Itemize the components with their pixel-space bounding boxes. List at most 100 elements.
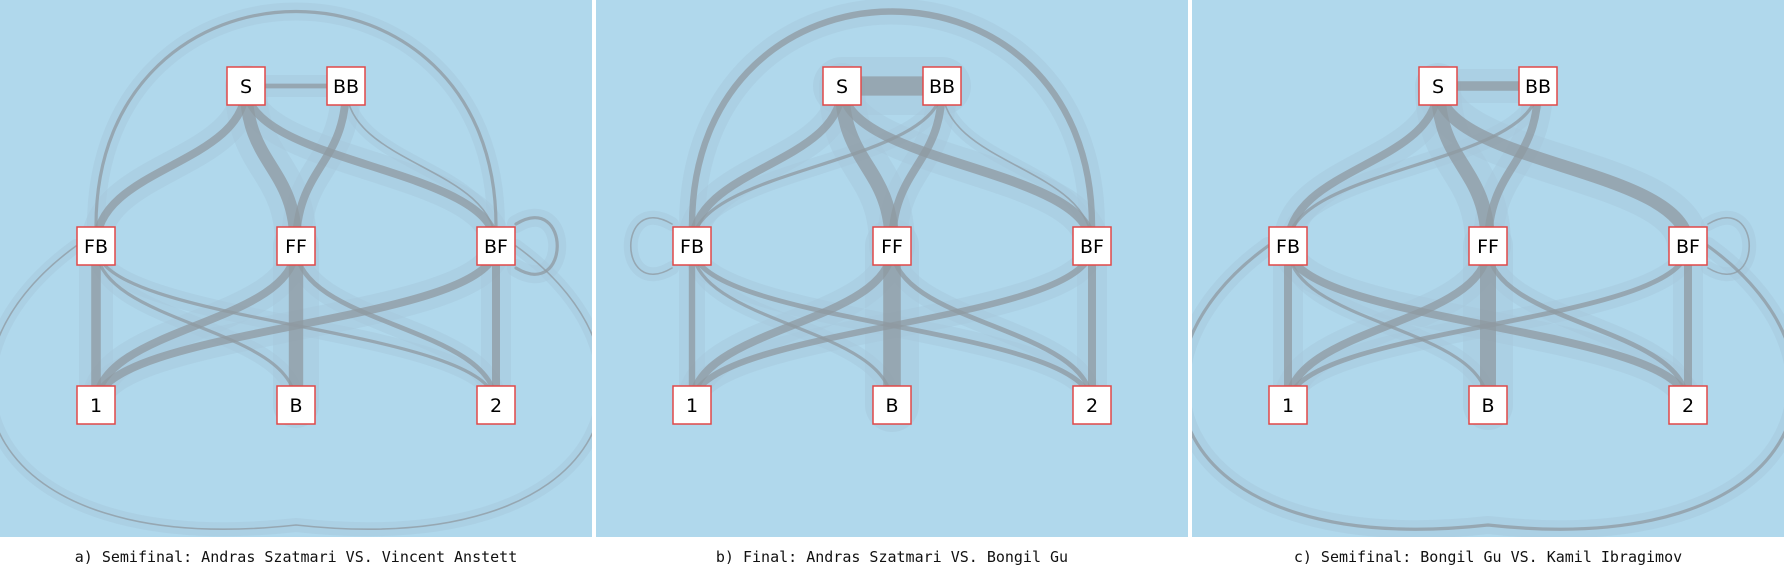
node-label: BB [1525,76,1551,98]
node-box [476,385,516,425]
node-box [76,385,116,425]
edge-BB-BF [941,85,1093,247]
node-box [1468,385,1508,425]
node-fb: FB [672,226,712,266]
node-label: S [836,76,848,98]
node-box [276,385,316,425]
node-b: B [872,385,912,425]
node-label: S [240,76,252,98]
node-b: B [1468,385,1508,425]
node-ff: FF [872,226,912,266]
edge-FF-two [1485,243,1691,408]
node-s: S [822,66,862,106]
node-label: 1 [686,395,698,417]
node-label: BB [333,76,359,98]
node-label: B [1481,395,1494,417]
node-label: FB [1276,236,1300,258]
node-box [276,226,316,266]
node-label: FF [285,236,307,258]
edge-BF-one [1285,243,1691,408]
node-b: B [276,385,316,425]
edge-FF-one [92,242,300,409]
edge-BF-one [92,242,500,409]
node-box [476,226,516,266]
panel-a: S BB FB FF BF 1 B 2 [0,0,592,537]
edge-FB-BF [1192,244,1784,531]
node-label: 1 [90,395,102,417]
node-one: 1 [76,385,116,425]
node-bb: BB [326,66,366,106]
node-fb: FB [76,226,116,266]
node-label: BB [929,76,955,98]
node-bf: BF [476,226,516,266]
edge-BF-one [688,242,1096,409]
edge-BB-FB [1286,84,1540,248]
edge-FF-two [889,243,1095,408]
edge-S-BF [242,82,500,250]
edge-S-BF [1431,79,1695,253]
node-label: BF [1676,236,1700,258]
node-s: S [226,66,266,106]
edge-BB-FB [690,84,944,248]
node-box [226,66,266,106]
edge-S-FF [239,79,303,253]
edge-S-FB [92,82,250,250]
edge-FF-one [1284,242,1492,409]
node-label: BF [1080,236,1104,258]
node-two: 2 [1072,385,1112,425]
node-fb: FB [1268,226,1308,266]
panel-b: S BB FB FF BF 1 B 2 [596,0,1188,537]
panel-c: S BB FB FF BF 1 B 2 [1192,0,1784,537]
graph-b: S BB FB FF BF 1 B 2 [623,0,1112,432]
node-box [326,66,366,106]
graph-a: S BB FB FF BF 1 B 2 [0,2,592,537]
edge-BB-FF [1484,82,1542,250]
node-label: 1 [1282,395,1294,417]
node-one: 1 [1268,385,1308,425]
node-bf: BF [1072,226,1112,266]
node-box [822,66,862,106]
edge-S-BF [837,81,1097,251]
edge-layer [0,9,592,530]
node-bb: BB [1518,66,1558,106]
node-box [1668,226,1708,266]
edge-BF-loop-right [514,216,559,276]
caption-a: a) Semifinal: Andras Szatmari VS. Vincen… [74,548,518,566]
node-box [1468,226,1508,266]
node-label: BF [484,236,508,258]
node-box [76,226,116,266]
node-label: B [885,395,898,417]
node-two: 2 [1668,385,1708,425]
edge-layer [1192,78,1784,531]
node-box [1418,66,1458,106]
node-box [1668,385,1708,425]
node-ff: FF [276,226,316,266]
edge-FB-BF [0,245,592,530]
node-box [672,226,712,266]
node-label: B [289,395,302,417]
node-label: FB [680,236,704,258]
edge-layer [629,8,1097,414]
node-ff: FF [1468,226,1508,266]
node-label: FF [881,236,903,258]
edge-S-FF [1430,78,1496,254]
node-label: 2 [1086,395,1098,417]
node-two: 2 [476,385,516,425]
edge-BB-FF [292,82,350,250]
graph-c: S BB FB FF BF 1 B 2 [1192,63,1784,537]
node-box [872,385,912,425]
edge-FF-two [293,243,499,408]
node-label: S [1432,76,1444,98]
node-box [872,226,912,266]
node-box [1268,226,1308,266]
node-one: 1 [672,385,712,425]
edge-BB-FF [888,82,946,250]
node-box [1072,226,1112,266]
node-bf: BF [1668,226,1708,266]
edge-S-FB [688,82,846,250]
edge-FB-BF [688,8,1096,230]
edge-S-FB [1284,82,1442,250]
node-box [1518,66,1558,106]
edge-FB-BF [94,9,498,228]
